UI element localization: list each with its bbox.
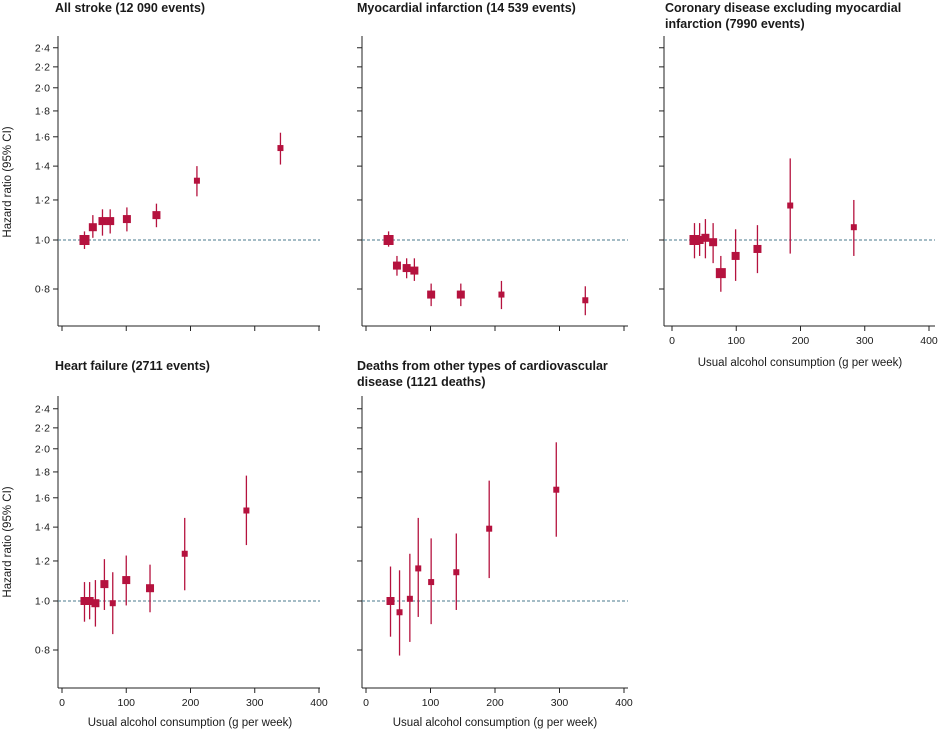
panel-title-hf: Heart failure (2711 events) — [55, 359, 210, 373]
x-tick-label-hf: 100 — [117, 697, 135, 709]
x-tick-label-coronary: 100 — [727, 335, 745, 347]
hr-marker-stroke-6 — [193, 177, 200, 184]
hr-marker-stroke-4 — [122, 215, 131, 224]
x-tick-label-coronary: 0 — [669, 335, 675, 347]
hr-marker-hf-6 — [146, 584, 155, 593]
y-tick-label-hf: 1·8 — [35, 466, 50, 478]
x-tick-label-hf: 200 — [182, 697, 200, 709]
hr-marker-othercvd-4 — [428, 579, 435, 586]
hr-marker-othercvd-5 — [453, 569, 460, 576]
hr-marker-hf-1 — [85, 597, 94, 605]
hr-marker-mi-4 — [427, 290, 436, 299]
hr-marker-coronary-5 — [731, 251, 740, 260]
hr-marker-coronary-8 — [850, 224, 857, 231]
panel-title-othercvd: Deaths from other types of cardiovascula… — [357, 359, 608, 389]
x-tick-label-othercvd: 300 — [551, 697, 569, 709]
hr-marker-mi-1 — [392, 261, 401, 270]
y-tick-label-stroke: 1·8 — [35, 105, 50, 117]
hr-marker-stroke-3 — [106, 217, 115, 226]
hr-marker-coronary-2 — [701, 233, 710, 242]
hr-marker-stroke-2 — [98, 217, 107, 226]
hr-marker-mi-7 — [582, 297, 589, 304]
y-tick-label-stroke: 2·2 — [35, 61, 50, 73]
y-tick-label-hf: 1·4 — [35, 522, 50, 534]
y-tick-label-hf: 0·8 — [35, 645, 50, 657]
hr-marker-othercvd-6 — [486, 525, 493, 532]
hr-marker-mi-2 — [402, 264, 411, 273]
y-tick-label-stroke: 2·4 — [35, 42, 50, 54]
x-tick-label-othercvd: 200 — [486, 697, 504, 709]
hr-marker-mi-3 — [410, 266, 419, 275]
hr-marker-othercvd-3 — [415, 565, 422, 572]
hr-marker-othercvd-0 — [386, 597, 395, 605]
y-tick-label-hf: 1·6 — [35, 492, 50, 504]
hr-marker-hf-2 — [91, 599, 100, 608]
hr-marker-hf-5 — [122, 576, 131, 585]
hr-marker-stroke-1 — [88, 223, 97, 232]
hr-marker-mi-0 — [383, 235, 394, 245]
x-tick-label-hf: 400 — [310, 697, 328, 709]
y-tick-label-stroke: 1·2 — [35, 194, 50, 206]
hr-marker-othercvd-7 — [553, 486, 560, 493]
x-axis-label-hf: Usual alcohol consumption (g per week) — [87, 717, 293, 729]
x-tick-label-othercvd: 0 — [363, 697, 369, 709]
hr-marker-hf-3 — [100, 580, 109, 589]
hr-marker-coronary-7 — [787, 202, 794, 209]
hr-marker-mi-6 — [498, 291, 505, 298]
hr-marker-coronary-6 — [753, 244, 762, 253]
panel-title-mi: Myocardial infarction (14 539 events) — [357, 1, 576, 15]
hr-marker-hf-7 — [181, 550, 188, 557]
y-tick-label-hf: 2·4 — [35, 403, 50, 415]
hr-marker-othercvd-1 — [396, 609, 403, 616]
hr-marker-coronary-4 — [715, 268, 726, 279]
hr-marker-hf-0 — [80, 597, 89, 605]
y-tick-label-hf: 1·0 — [35, 596, 50, 608]
x-tick-label-coronary: 200 — [792, 335, 810, 347]
x-tick-label-coronary: 400 — [920, 335, 938, 347]
y-tick-label-hf: 2·2 — [35, 422, 50, 434]
hr-marker-othercvd-2 — [406, 595, 413, 602]
y-tick-label-stroke: 1·4 — [35, 161, 50, 173]
y-tick-label-hf: 2·0 — [35, 443, 50, 455]
hr-marker-hf-4 — [109, 600, 116, 607]
hr-marker-hf-8 — [243, 507, 250, 514]
hr-marker-stroke-0 — [79, 235, 90, 245]
hr-marker-coronary-1 — [695, 236, 704, 244]
x-tick-label-hf: 300 — [246, 697, 264, 709]
x-axis-label-othercvd: Usual alcohol consumption (g per week) — [392, 717, 598, 729]
hr-marker-coronary-0 — [689, 235, 700, 245]
y-tick-label-hf: 1·2 — [35, 555, 50, 567]
x-axis-label-coronary: Usual alcohol consumption (g per week) — [697, 357, 903, 369]
hr-marker-stroke-7 — [277, 145, 284, 152]
hr-marker-coronary-3 — [709, 238, 718, 247]
y-tick-label-stroke: 0·8 — [35, 284, 50, 296]
panel-title-coronary: Coronary disease excluding myocardial in… — [665, 1, 902, 31]
x-tick-label-othercvd: 100 — [422, 697, 440, 709]
x-tick-label-othercvd: 400 — [615, 697, 633, 709]
y-tick-label-stroke: 1·0 — [35, 235, 50, 247]
hr-marker-mi-5 — [456, 290, 465, 299]
hr-marker-stroke-5 — [152, 211, 161, 220]
x-tick-label-coronary: 300 — [856, 335, 874, 347]
y-tick-label-stroke: 2·0 — [35, 82, 50, 94]
y-tick-label-stroke: 1·6 — [35, 131, 50, 143]
x-tick-label-hf: 0 — [59, 697, 65, 709]
panel-title-stroke: All stroke (12 090 events) — [55, 1, 206, 15]
